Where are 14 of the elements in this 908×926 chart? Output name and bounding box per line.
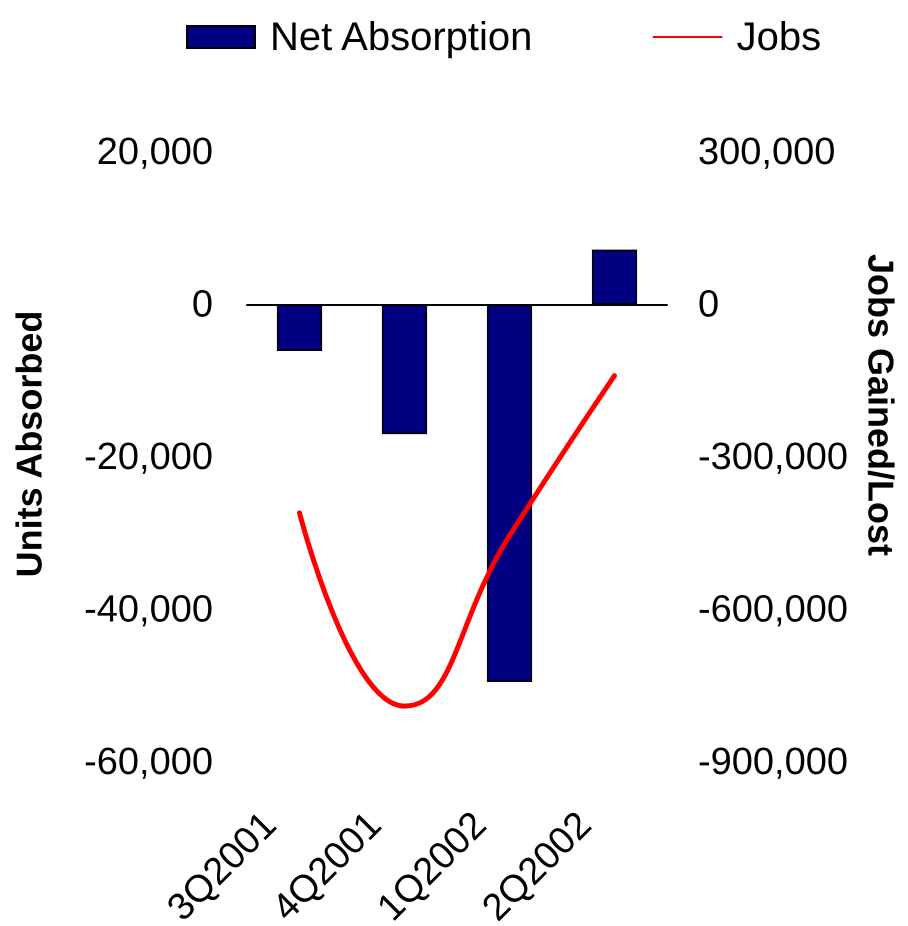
legend-label: Jobs — [736, 15, 822, 59]
y2-tick-label: -900,000 — [698, 741, 848, 783]
y2-axis-title: Jobs Gained/Lost — [860, 254, 902, 556]
y-tick-label: 20,000 — [96, 131, 213, 173]
legend-label: Net Absorption — [270, 15, 532, 59]
y2-tick-label: 0 — [698, 284, 720, 326]
y2-tick-label: -600,000 — [698, 588, 848, 630]
y2-tick-label: -300,000 — [698, 436, 848, 478]
y2-tick-label: 300,000 — [698, 131, 836, 173]
y-tick-label: -20,000 — [84, 436, 213, 478]
y-tick-label: -40,000 — [84, 588, 213, 630]
y-axis-title: Units Absorbed — [8, 310, 50, 578]
y-tick-label: 0 — [192, 284, 213, 326]
y-tick-label: -60,000 — [84, 741, 213, 783]
